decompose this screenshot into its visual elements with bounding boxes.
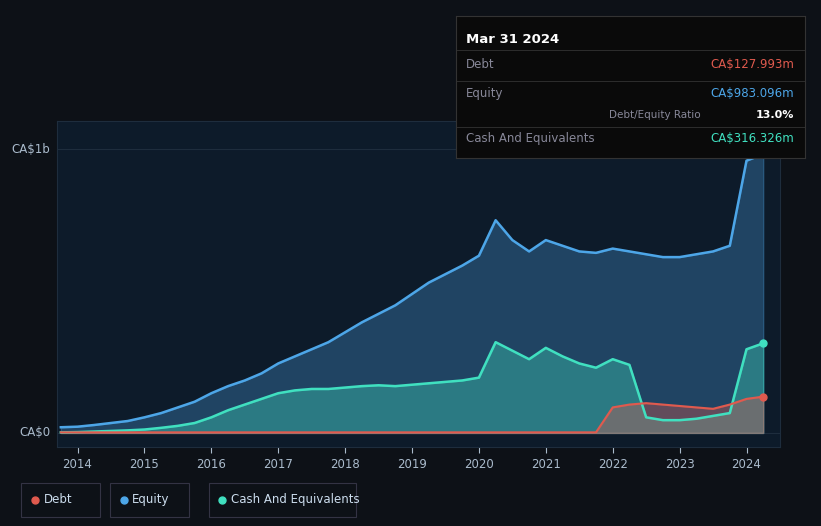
Text: Debt: Debt <box>466 58 495 72</box>
Text: Debt: Debt <box>44 493 72 506</box>
Text: CA$0: CA$0 <box>19 427 50 439</box>
Text: 13.0%: 13.0% <box>756 109 794 119</box>
Text: CA$127.993m: CA$127.993m <box>710 58 794 72</box>
Text: Cash And Equivalents: Cash And Equivalents <box>231 493 360 506</box>
Text: Cash And Equivalents: Cash And Equivalents <box>466 132 594 145</box>
Text: Equity: Equity <box>132 493 170 506</box>
Text: Debt/Equity Ratio: Debt/Equity Ratio <box>609 109 701 119</box>
Text: CA$983.096m: CA$983.096m <box>710 87 794 100</box>
Text: CA$316.326m: CA$316.326m <box>710 132 794 145</box>
Text: Mar 31 2024: Mar 31 2024 <box>466 33 559 46</box>
Text: CA$1b: CA$1b <box>11 143 50 156</box>
Text: Equity: Equity <box>466 87 503 100</box>
